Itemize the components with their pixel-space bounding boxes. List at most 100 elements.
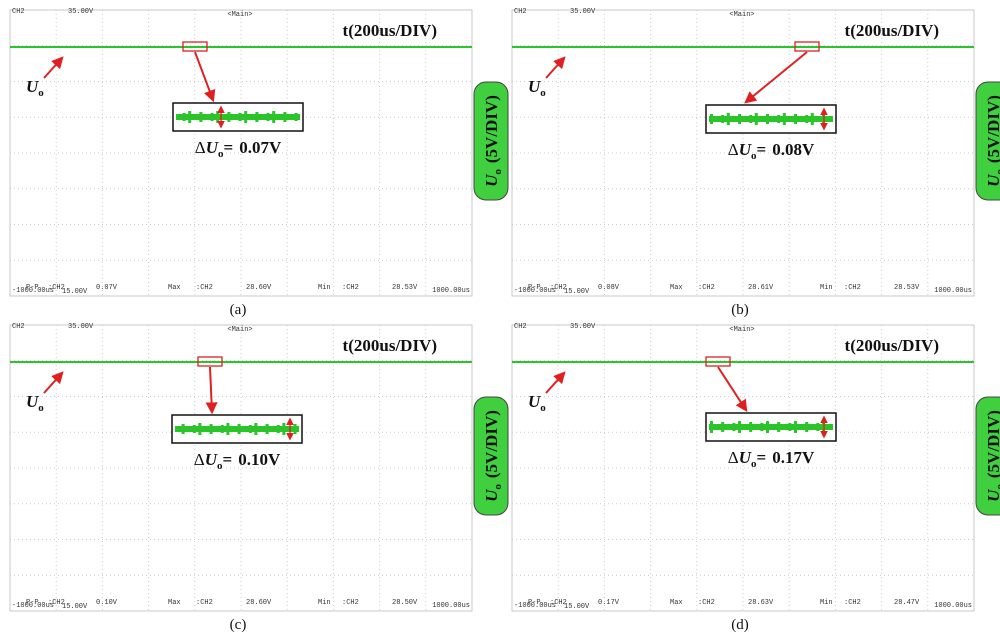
inset-noise xyxy=(254,423,257,435)
volt-div: (5V/DIV) xyxy=(984,95,1000,163)
t-end: 1000.00us xyxy=(432,602,470,610)
min-label: Min xyxy=(318,599,331,607)
min-label: Min xyxy=(318,284,331,292)
inset-noise xyxy=(710,421,713,433)
scope-panel: CH235.00V<Main>t(200us/DIV)ΔUo=0.07VUoUo… xyxy=(10,8,508,318)
inset-noise xyxy=(193,425,196,433)
subscript: o xyxy=(994,484,1000,490)
max-value: 28.63V xyxy=(748,599,774,607)
min-value: 28.53V xyxy=(894,284,920,292)
inset-noise xyxy=(800,117,803,121)
inset-noise xyxy=(187,427,190,431)
inset-noise xyxy=(267,113,270,121)
mode-label: <Main> xyxy=(227,11,252,19)
inset-noise xyxy=(277,425,280,433)
inset-noise xyxy=(182,424,185,434)
volt-div: (5V/DIV) xyxy=(482,410,501,478)
offset: 15.00V xyxy=(564,603,590,611)
inset-noise xyxy=(772,424,775,430)
inset-noise xyxy=(800,424,803,430)
inset-noise xyxy=(226,423,229,435)
inset-noise xyxy=(749,422,752,432)
inset-noise xyxy=(766,421,769,433)
min-label: Min xyxy=(820,599,833,607)
t-end: 1000.00us xyxy=(432,287,470,295)
src: :CH2 xyxy=(844,599,861,607)
inset-noise xyxy=(732,423,735,431)
symbol: U xyxy=(984,489,1000,502)
inset-noise xyxy=(794,114,797,124)
inset-noise xyxy=(221,425,224,433)
max-label: Max xyxy=(168,284,181,292)
equals: = xyxy=(757,448,767,467)
inset-noise xyxy=(210,424,213,434)
pp-value: 0.10V xyxy=(96,599,118,607)
inset-noise xyxy=(738,421,741,433)
inset-noise xyxy=(199,112,202,122)
inset-noise xyxy=(805,422,808,432)
inset-noise xyxy=(732,116,735,122)
symbol: U xyxy=(205,450,218,469)
volt-div: (5V/DIV) xyxy=(482,95,501,163)
src: :CH2 xyxy=(342,284,359,292)
inset-noise xyxy=(205,115,208,119)
inset-noise xyxy=(721,115,724,123)
delta-value: 0.10V xyxy=(238,450,281,469)
inset-noise xyxy=(805,115,808,123)
src: :CH2 xyxy=(196,284,213,292)
figure: CH235.00V<Main>t(200us/DIV)ΔUo=0.07VUoUo… xyxy=(0,0,1000,634)
scale-label: 35.00V xyxy=(570,8,596,16)
scale-label: 35.00V xyxy=(570,323,596,331)
caption: (c) xyxy=(230,617,247,633)
offset: 15.00V xyxy=(564,288,590,296)
inset-noise xyxy=(215,427,218,431)
symbol: U xyxy=(26,392,39,411)
min-value: 28.47V xyxy=(894,599,920,607)
symbol: U xyxy=(528,77,541,96)
delta: Δ xyxy=(728,448,739,467)
channel-label: CH2 xyxy=(12,323,25,331)
symbol: U xyxy=(739,140,752,159)
inset-noise xyxy=(816,116,819,122)
max-label: Max xyxy=(670,284,683,292)
symbol: U xyxy=(528,392,541,411)
inset-noise xyxy=(727,425,730,429)
inset-noise xyxy=(760,116,763,122)
inset-noise xyxy=(261,115,264,119)
scope-panel: CH235.00V<Main>t(200us/DIV)ΔUo=0.08VUoUo… xyxy=(512,8,1000,318)
subscript: o xyxy=(994,169,1000,175)
pp-label: P-P xyxy=(528,284,541,292)
inset-noise xyxy=(211,113,214,121)
delta-label: ΔUo=0.08V xyxy=(728,140,815,162)
src: :CH2 xyxy=(698,284,715,292)
pp-label: P-P xyxy=(26,284,39,292)
equals: = xyxy=(223,450,233,469)
src: :CH2 xyxy=(196,599,213,607)
pp-label: P-P xyxy=(528,599,541,607)
inset-noise xyxy=(183,113,186,121)
min-label: Min xyxy=(820,284,833,292)
pp-value: 0.17V xyxy=(598,599,620,607)
time-div: t(200us/DIV) xyxy=(343,21,437,40)
inset-noise xyxy=(788,116,791,122)
src: :CH2 xyxy=(698,599,715,607)
inset-noise xyxy=(222,114,225,120)
t-end: 1000.00us xyxy=(934,287,972,295)
inset-noise xyxy=(788,423,791,431)
inset-noise xyxy=(811,113,814,125)
pp-value: 0.07V xyxy=(96,284,118,292)
inset-noise xyxy=(749,115,752,123)
delta-label: ΔUo=0.07V xyxy=(195,138,282,160)
channel-label: CH2 xyxy=(12,8,25,16)
inset-noise xyxy=(243,427,246,431)
inset-noise xyxy=(760,423,763,431)
inset-noise xyxy=(244,111,247,123)
inset-noise xyxy=(783,425,786,429)
inset-noise xyxy=(755,425,758,429)
inset-noise xyxy=(710,114,713,124)
delta-value: 0.17V xyxy=(772,448,815,467)
subscript: o xyxy=(38,402,44,414)
src: :CH2 xyxy=(844,284,861,292)
max-label: Max xyxy=(670,599,683,607)
mode-label: <Main> xyxy=(227,326,252,334)
